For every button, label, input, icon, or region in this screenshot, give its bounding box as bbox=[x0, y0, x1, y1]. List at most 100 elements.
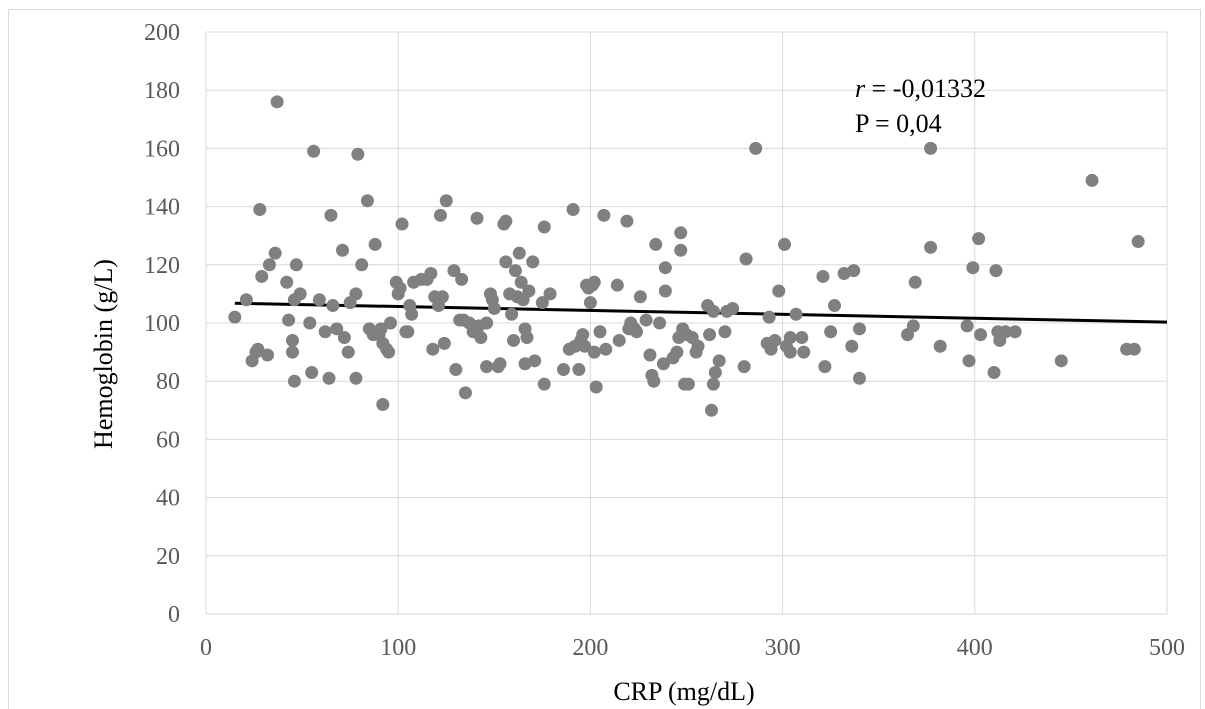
data-point bbox=[505, 308, 518, 321]
data-point bbox=[522, 284, 535, 297]
data-point bbox=[674, 226, 687, 239]
data-point bbox=[480, 317, 493, 330]
data-point bbox=[494, 357, 507, 370]
data-point bbox=[818, 360, 831, 373]
data-point bbox=[459, 386, 472, 399]
data-point bbox=[286, 334, 299, 347]
data-point bbox=[507, 334, 520, 347]
data-point bbox=[384, 317, 397, 330]
data-point bbox=[934, 340, 947, 353]
data-point bbox=[961, 319, 974, 332]
data-point bbox=[707, 378, 720, 391]
data-point bbox=[816, 270, 829, 283]
y-tick-label: 120 bbox=[144, 253, 180, 279]
data-point bbox=[738, 360, 751, 373]
data-point bbox=[670, 346, 683, 359]
data-point bbox=[576, 328, 589, 341]
data-point bbox=[709, 366, 722, 379]
data-point bbox=[784, 331, 797, 344]
y-axis-title: Hemoglobin (g/L) bbox=[89, 259, 118, 449]
data-point bbox=[324, 209, 337, 222]
data-point bbox=[282, 314, 295, 327]
data-point bbox=[499, 215, 512, 228]
data-point bbox=[338, 331, 351, 344]
data-point bbox=[784, 346, 797, 359]
data-point bbox=[682, 378, 695, 391]
data-point bbox=[1128, 343, 1141, 356]
data-point bbox=[499, 255, 512, 268]
data-point bbox=[740, 252, 753, 265]
data-point bbox=[613, 334, 626, 347]
data-point bbox=[240, 293, 253, 306]
data-point bbox=[674, 244, 687, 257]
data-point bbox=[438, 337, 451, 350]
p-value-annotation: P = 0,04 bbox=[855, 109, 942, 138]
data-point bbox=[326, 299, 339, 312]
data-point bbox=[647, 375, 660, 388]
data-point bbox=[726, 302, 739, 315]
data-point bbox=[634, 290, 647, 303]
data-point bbox=[963, 354, 976, 367]
data-point bbox=[349, 372, 362, 385]
data-point bbox=[772, 284, 785, 297]
data-point bbox=[313, 293, 326, 306]
data-point bbox=[336, 244, 349, 257]
data-point bbox=[513, 247, 526, 260]
gridlines bbox=[206, 32, 1167, 614]
x-axis-title: CRP (mg/dL) bbox=[613, 677, 754, 706]
data-point bbox=[597, 209, 610, 222]
data-point bbox=[290, 258, 303, 271]
data-point bbox=[509, 264, 522, 277]
data-point bbox=[828, 299, 841, 312]
data-point bbox=[718, 325, 731, 338]
data-point bbox=[471, 212, 484, 225]
x-tick-label: 300 bbox=[765, 635, 801, 661]
data-point bbox=[763, 311, 776, 324]
y-tick-label: 80 bbox=[156, 369, 180, 395]
data-point bbox=[659, 261, 672, 274]
data-point bbox=[643, 349, 656, 362]
data-point bbox=[436, 290, 449, 303]
data-point bbox=[424, 267, 437, 280]
data-point bbox=[1055, 354, 1068, 367]
data-point bbox=[907, 319, 920, 332]
data-point bbox=[488, 302, 501, 315]
x-tick-label: 100 bbox=[380, 635, 416, 661]
data-point bbox=[401, 325, 414, 338]
data-point bbox=[520, 331, 533, 344]
data-point bbox=[705, 404, 718, 417]
data-point bbox=[588, 276, 601, 289]
data-point bbox=[572, 363, 585, 376]
data-point bbox=[649, 238, 662, 251]
r-value: = -0,01332 bbox=[865, 74, 986, 103]
x-tick-label: 0 bbox=[200, 635, 212, 661]
data-point bbox=[319, 325, 332, 338]
data-point bbox=[659, 284, 672, 297]
data-point bbox=[584, 296, 597, 309]
data-point bbox=[280, 276, 293, 289]
data-point bbox=[594, 325, 607, 338]
data-point bbox=[269, 247, 282, 260]
data-point bbox=[342, 346, 355, 359]
data-point bbox=[557, 363, 570, 376]
data-point bbox=[294, 287, 307, 300]
data-point bbox=[790, 308, 803, 321]
data-point bbox=[909, 276, 922, 289]
y-tick-label: 40 bbox=[156, 486, 180, 512]
data-point bbox=[382, 346, 395, 359]
y-tick-label: 100 bbox=[144, 311, 180, 337]
data-point bbox=[405, 308, 418, 321]
data-point bbox=[307, 145, 320, 158]
data-point bbox=[795, 331, 808, 344]
data-point bbox=[228, 311, 241, 324]
data-point bbox=[707, 305, 720, 318]
data-point bbox=[396, 218, 409, 231]
data-point bbox=[528, 354, 541, 367]
data-point bbox=[288, 375, 301, 388]
data-point bbox=[255, 270, 268, 283]
x-tick-label: 500 bbox=[1149, 635, 1185, 661]
data-point bbox=[924, 241, 937, 254]
data-point bbox=[853, 372, 866, 385]
data-point bbox=[1009, 325, 1022, 338]
